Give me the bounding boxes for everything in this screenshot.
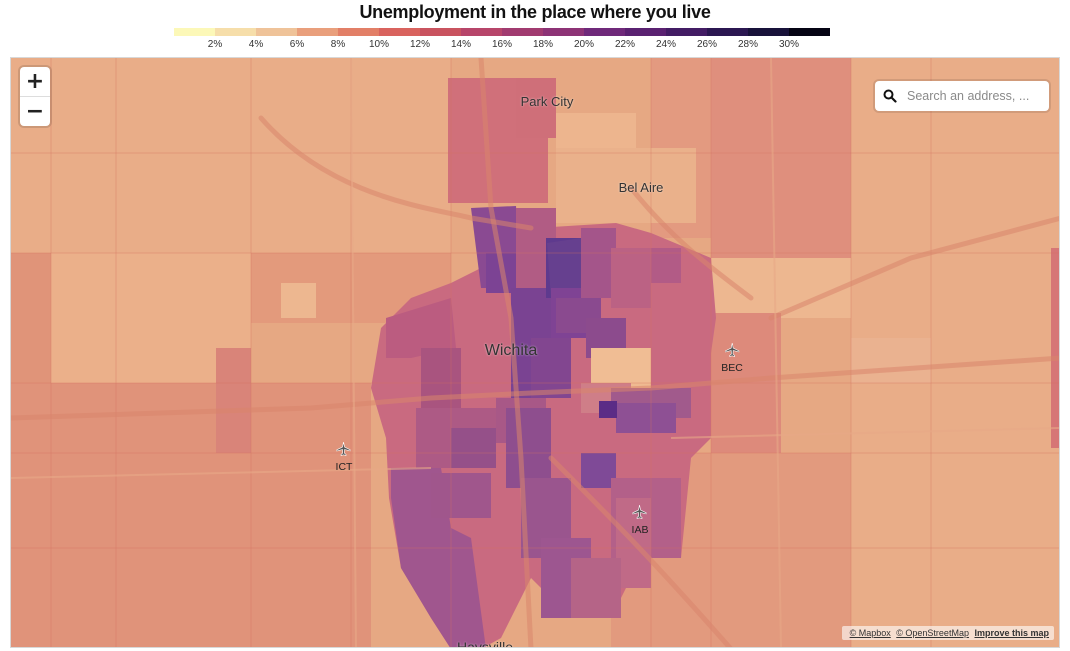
legend-tick-label: 10% bbox=[368, 39, 390, 50]
legend-swatch bbox=[297, 28, 338, 36]
legend-swatch bbox=[338, 28, 379, 36]
tract-region bbox=[711, 58, 851, 288]
place-label-wichita: Wichita bbox=[484, 342, 538, 359]
tract-region bbox=[386, 298, 456, 358]
airport-code: BEC bbox=[721, 362, 743, 374]
tract-region bbox=[11, 58, 451, 253]
tract-region bbox=[591, 348, 651, 383]
legend-swatch bbox=[420, 28, 461, 36]
legend-tick-label: 4% bbox=[248, 39, 264, 50]
tract-region bbox=[431, 473, 491, 518]
search-input[interactable] bbox=[905, 88, 1044, 104]
airport-code: IAB bbox=[631, 524, 649, 536]
openstreetmap-link[interactable]: © OpenStreetMap bbox=[896, 628, 969, 638]
place-label-park-city: Park City bbox=[520, 94, 574, 109]
legend-swatch bbox=[256, 28, 297, 36]
legend-tick-label: 24% bbox=[655, 39, 677, 50]
tract-region bbox=[571, 558, 621, 618]
airplane-icon bbox=[724, 342, 740, 357]
legend-swatch bbox=[707, 28, 748, 36]
improve-map-link[interactable]: Improve this map bbox=[974, 628, 1049, 638]
legend-tick-label: 26% bbox=[696, 39, 718, 50]
tract-region bbox=[421, 348, 461, 418]
tract-region bbox=[651, 248, 681, 283]
tract-region bbox=[11, 383, 371, 647]
legend-swatch bbox=[748, 28, 789, 36]
mapbox-link[interactable]: © Mapbox bbox=[849, 628, 891, 638]
legend-bar bbox=[174, 28, 830, 36]
tract-region bbox=[547, 238, 586, 298]
zoom-out-button[interactable]: − bbox=[20, 96, 50, 126]
tract-region bbox=[581, 453, 616, 488]
legend-swatch bbox=[543, 28, 584, 36]
airport-marker-iab[interactable]: IAB bbox=[631, 504, 649, 536]
legend-tick-label: 12% bbox=[409, 39, 431, 50]
zoom-in-button[interactable]: + bbox=[25, 69, 45, 94]
map-attribution: © Mapbox © OpenStreetMap Improve this ma… bbox=[841, 626, 1054, 640]
tract-region bbox=[581, 228, 616, 298]
tract-region bbox=[1051, 248, 1059, 448]
tract-region bbox=[216, 348, 251, 453]
tract-region bbox=[611, 248, 651, 308]
airport-marker-bec[interactable]: BEC bbox=[721, 342, 743, 374]
tract-region bbox=[516, 78, 556, 138]
legend-tick-label: 28% bbox=[737, 39, 759, 50]
tract-region bbox=[616, 403, 676, 433]
legend-swatch bbox=[789, 28, 830, 36]
color-legend: 2% 4% 6% 8% 10% 12% 14% 16% 18% 20% 22% 24% 26% 28% 30… bbox=[174, 28, 830, 50]
legend-swatch bbox=[666, 28, 707, 36]
choropleth-map[interactable] bbox=[11, 58, 1060, 648]
tract-region bbox=[711, 258, 851, 318]
legend-tick-label: 14% bbox=[450, 39, 472, 50]
legend-tick-label: 18% bbox=[532, 39, 554, 50]
tract-region bbox=[531, 338, 571, 398]
legend-swatch bbox=[174, 28, 215, 36]
legend-swatch bbox=[215, 28, 256, 36]
map-view[interactable]: + − Park City Bel Aire Wichita Haysville… bbox=[10, 57, 1060, 648]
place-label-bel-aire: Bel Aire bbox=[618, 180, 664, 195]
tract-region bbox=[451, 428, 496, 468]
airplane-icon bbox=[336, 441, 352, 456]
airport-marker-ict[interactable]: ICT bbox=[335, 441, 353, 473]
address-search[interactable] bbox=[875, 81, 1049, 111]
legend-swatch bbox=[625, 28, 666, 36]
map-title: Unemployment in the place where you live bbox=[359, 2, 711, 22]
tract-region bbox=[556, 148, 696, 223]
legend-tick-label: 8% bbox=[330, 39, 346, 50]
airplane-icon bbox=[632, 504, 648, 519]
tract-region bbox=[711, 313, 781, 458]
legend-tick-label: 20% bbox=[573, 39, 595, 50]
legend-tick-label: 22% bbox=[614, 39, 636, 50]
search-icon[interactable] bbox=[875, 89, 905, 103]
tract-region bbox=[599, 401, 617, 418]
legend-tick-label: 2% bbox=[207, 39, 223, 50]
zoom-control: + − bbox=[20, 67, 50, 126]
tract-region bbox=[851, 338, 931, 383]
legend-swatch bbox=[379, 28, 420, 36]
legend-tick-label: 6% bbox=[289, 39, 305, 50]
tract-region bbox=[506, 408, 551, 488]
tract-region bbox=[391, 468, 486, 647]
place-label-haysville: Haysville bbox=[456, 639, 514, 648]
legend-swatch bbox=[584, 28, 625, 36]
tract-region bbox=[281, 283, 316, 318]
legend-tick-label: 30% bbox=[778, 39, 800, 50]
legend-swatch bbox=[502, 28, 543, 36]
legend-swatch bbox=[461, 28, 502, 36]
airport-code: ICT bbox=[335, 461, 353, 473]
legend-tick-label: 16% bbox=[491, 39, 513, 50]
